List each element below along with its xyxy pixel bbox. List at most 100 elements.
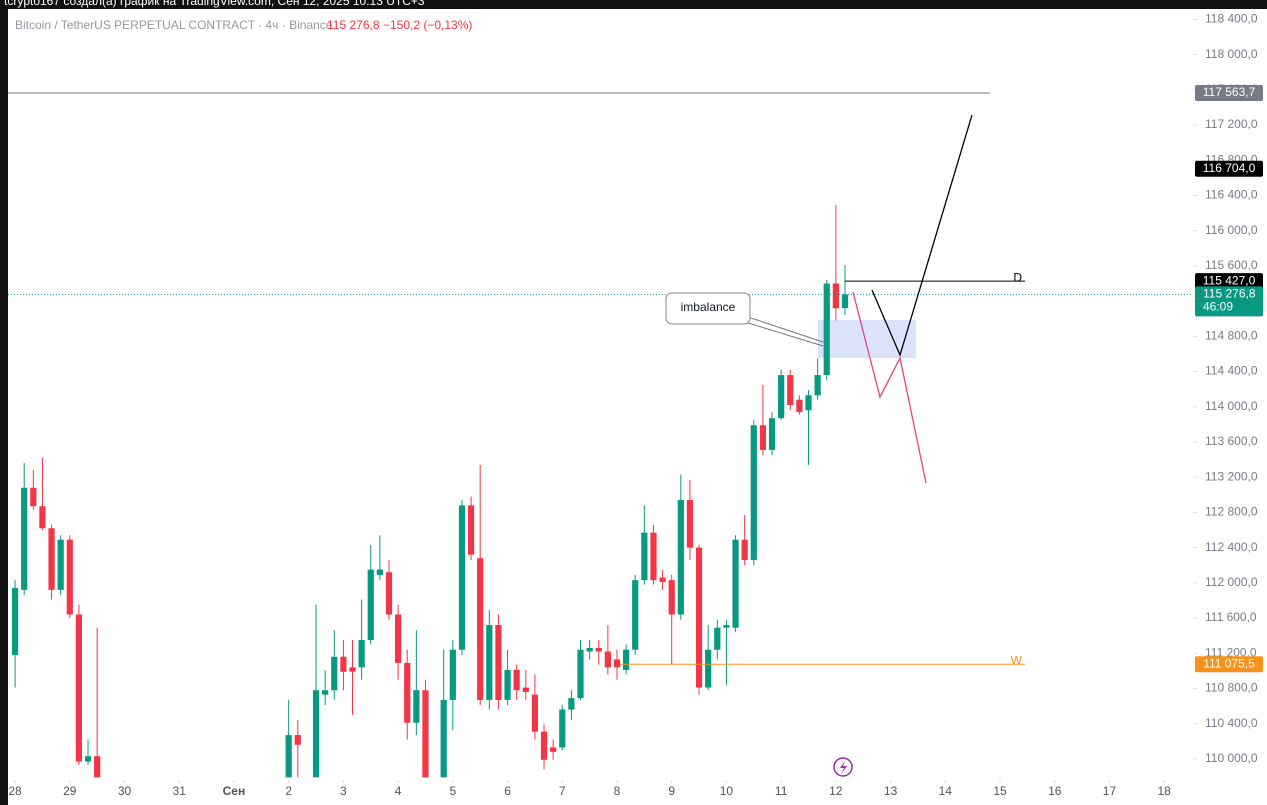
x-tick-label: 14 [939, 784, 953, 798]
x-tick-label: 11 [775, 784, 788, 798]
candle-body [312, 690, 320, 778]
y-tick-label: 113 600,0 [1205, 434, 1258, 448]
price-line-tag: W [1011, 653, 1023, 667]
candle-body [741, 539, 748, 560]
candle-body [659, 577, 666, 582]
y-tick-label: 116 400,0 [1205, 188, 1258, 202]
callout-leader [744, 315, 824, 343]
candle-body [723, 625, 730, 628]
candle-body [677, 500, 684, 615]
price-label-box [1195, 656, 1263, 673]
x-tick-label: 17 [1103, 784, 1117, 798]
y-tick-label: 114 800,0 [1205, 329, 1258, 343]
candle-body [331, 656, 338, 691]
candle-body [787, 375, 794, 406]
candle-body [705, 649, 712, 688]
x-tick-label: 15 [993, 784, 1007, 798]
candle-body [550, 747, 557, 752]
x-tick-label: 4 [395, 784, 402, 798]
candle-body [832, 283, 839, 309]
candle-body [841, 294, 849, 309]
last-price-box [1195, 286, 1263, 317]
projection-path-alt [852, 291, 927, 484]
x-tick-label: 31 [173, 784, 187, 798]
price-label-box [1195, 160, 1263, 177]
candle-body [595, 647, 602, 652]
candle-body [695, 547, 703, 688]
x-tick-label: 5 [449, 784, 456, 798]
candle-body [75, 614, 83, 762]
x-tick-label: 12 [829, 784, 843, 798]
candle-body [641, 532, 648, 581]
x-tick-label: 7 [559, 784, 566, 798]
x-tick-label: 13 [884, 784, 898, 798]
candle-body [759, 425, 767, 450]
callout-text: imbalance [681, 300, 736, 314]
candle-body [322, 690, 329, 695]
price-label: 116 704,0 [1203, 161, 1256, 175]
x-tick-label: 28 [8, 784, 22, 798]
candle-body [805, 395, 812, 411]
candle-body [586, 647, 593, 652]
candle-body [632, 580, 639, 650]
header-price: 115 276,8 [327, 18, 380, 32]
candle-body [440, 699, 447, 778]
candle-body [358, 640, 365, 668]
header-change: −150,2 (−0,13%) [383, 18, 472, 32]
y-tick-label: 114 400,0 [1205, 364, 1258, 378]
candle-body [21, 487, 28, 590]
candle-body [340, 656, 347, 672]
candle-body [814, 375, 821, 396]
plot-area [8, 92, 1192, 778]
left-border [0, 0, 8, 805]
last-price-countdown: 46:09 [1203, 300, 1233, 314]
last-price-label: 115 276,8 [1203, 287, 1256, 301]
x-tick-label: 29 [63, 784, 77, 798]
candle-body [66, 539, 73, 615]
x-tick-label: 2 [285, 784, 292, 798]
y-tick-label: 110 800,0 [1205, 681, 1258, 695]
y-tick-label: 118 000,0 [1205, 47, 1258, 61]
candle-body [48, 528, 55, 590]
candle-body [94, 756, 101, 778]
candle-body [413, 690, 420, 723]
candle-body [768, 418, 776, 450]
callout-box [665, 292, 751, 325]
x-tick-label: 16 [1048, 784, 1062, 798]
candle-body [686, 500, 694, 548]
candle-body [404, 662, 411, 723]
imbalance-zone [818, 320, 916, 358]
symbol-title: Bitcoin / TetherUS PERPETUAL CONTRACT · … [15, 18, 333, 32]
candle-body [30, 487, 37, 507]
y-tick-label: 115 600,0 [1205, 258, 1258, 272]
candle-body [395, 614, 402, 663]
price-label: 111 075,5 [1203, 656, 1255, 670]
candle-body [732, 539, 739, 628]
x-tick-label: 3 [340, 784, 347, 798]
candle-body [513, 669, 520, 691]
candle-body [531, 694, 539, 732]
y-tick-label: 112 400,0 [1205, 540, 1258, 554]
candle-body [778, 375, 785, 419]
candle-body [39, 506, 46, 529]
candle-body [604, 651, 611, 668]
candle-body [577, 649, 584, 699]
candle-body [422, 690, 429, 778]
y-tick-label: 112 800,0 [1205, 505, 1258, 519]
candle-body [559, 709, 566, 748]
callout-leader [744, 321, 824, 347]
y-tick-label: 112 000,0 [1205, 575, 1258, 589]
x-tick-label: 8 [614, 784, 621, 798]
candle-body [623, 649, 630, 670]
candle-body [568, 698, 575, 710]
price-label-box [1195, 85, 1263, 102]
candle-body [823, 283, 830, 376]
candle-body [294, 735, 301, 745]
y-tick-label: 117 200,0 [1205, 117, 1258, 131]
candle-body [796, 399, 803, 413]
candle-body [714, 627, 721, 650]
x-tick-label: 6 [504, 784, 511, 798]
